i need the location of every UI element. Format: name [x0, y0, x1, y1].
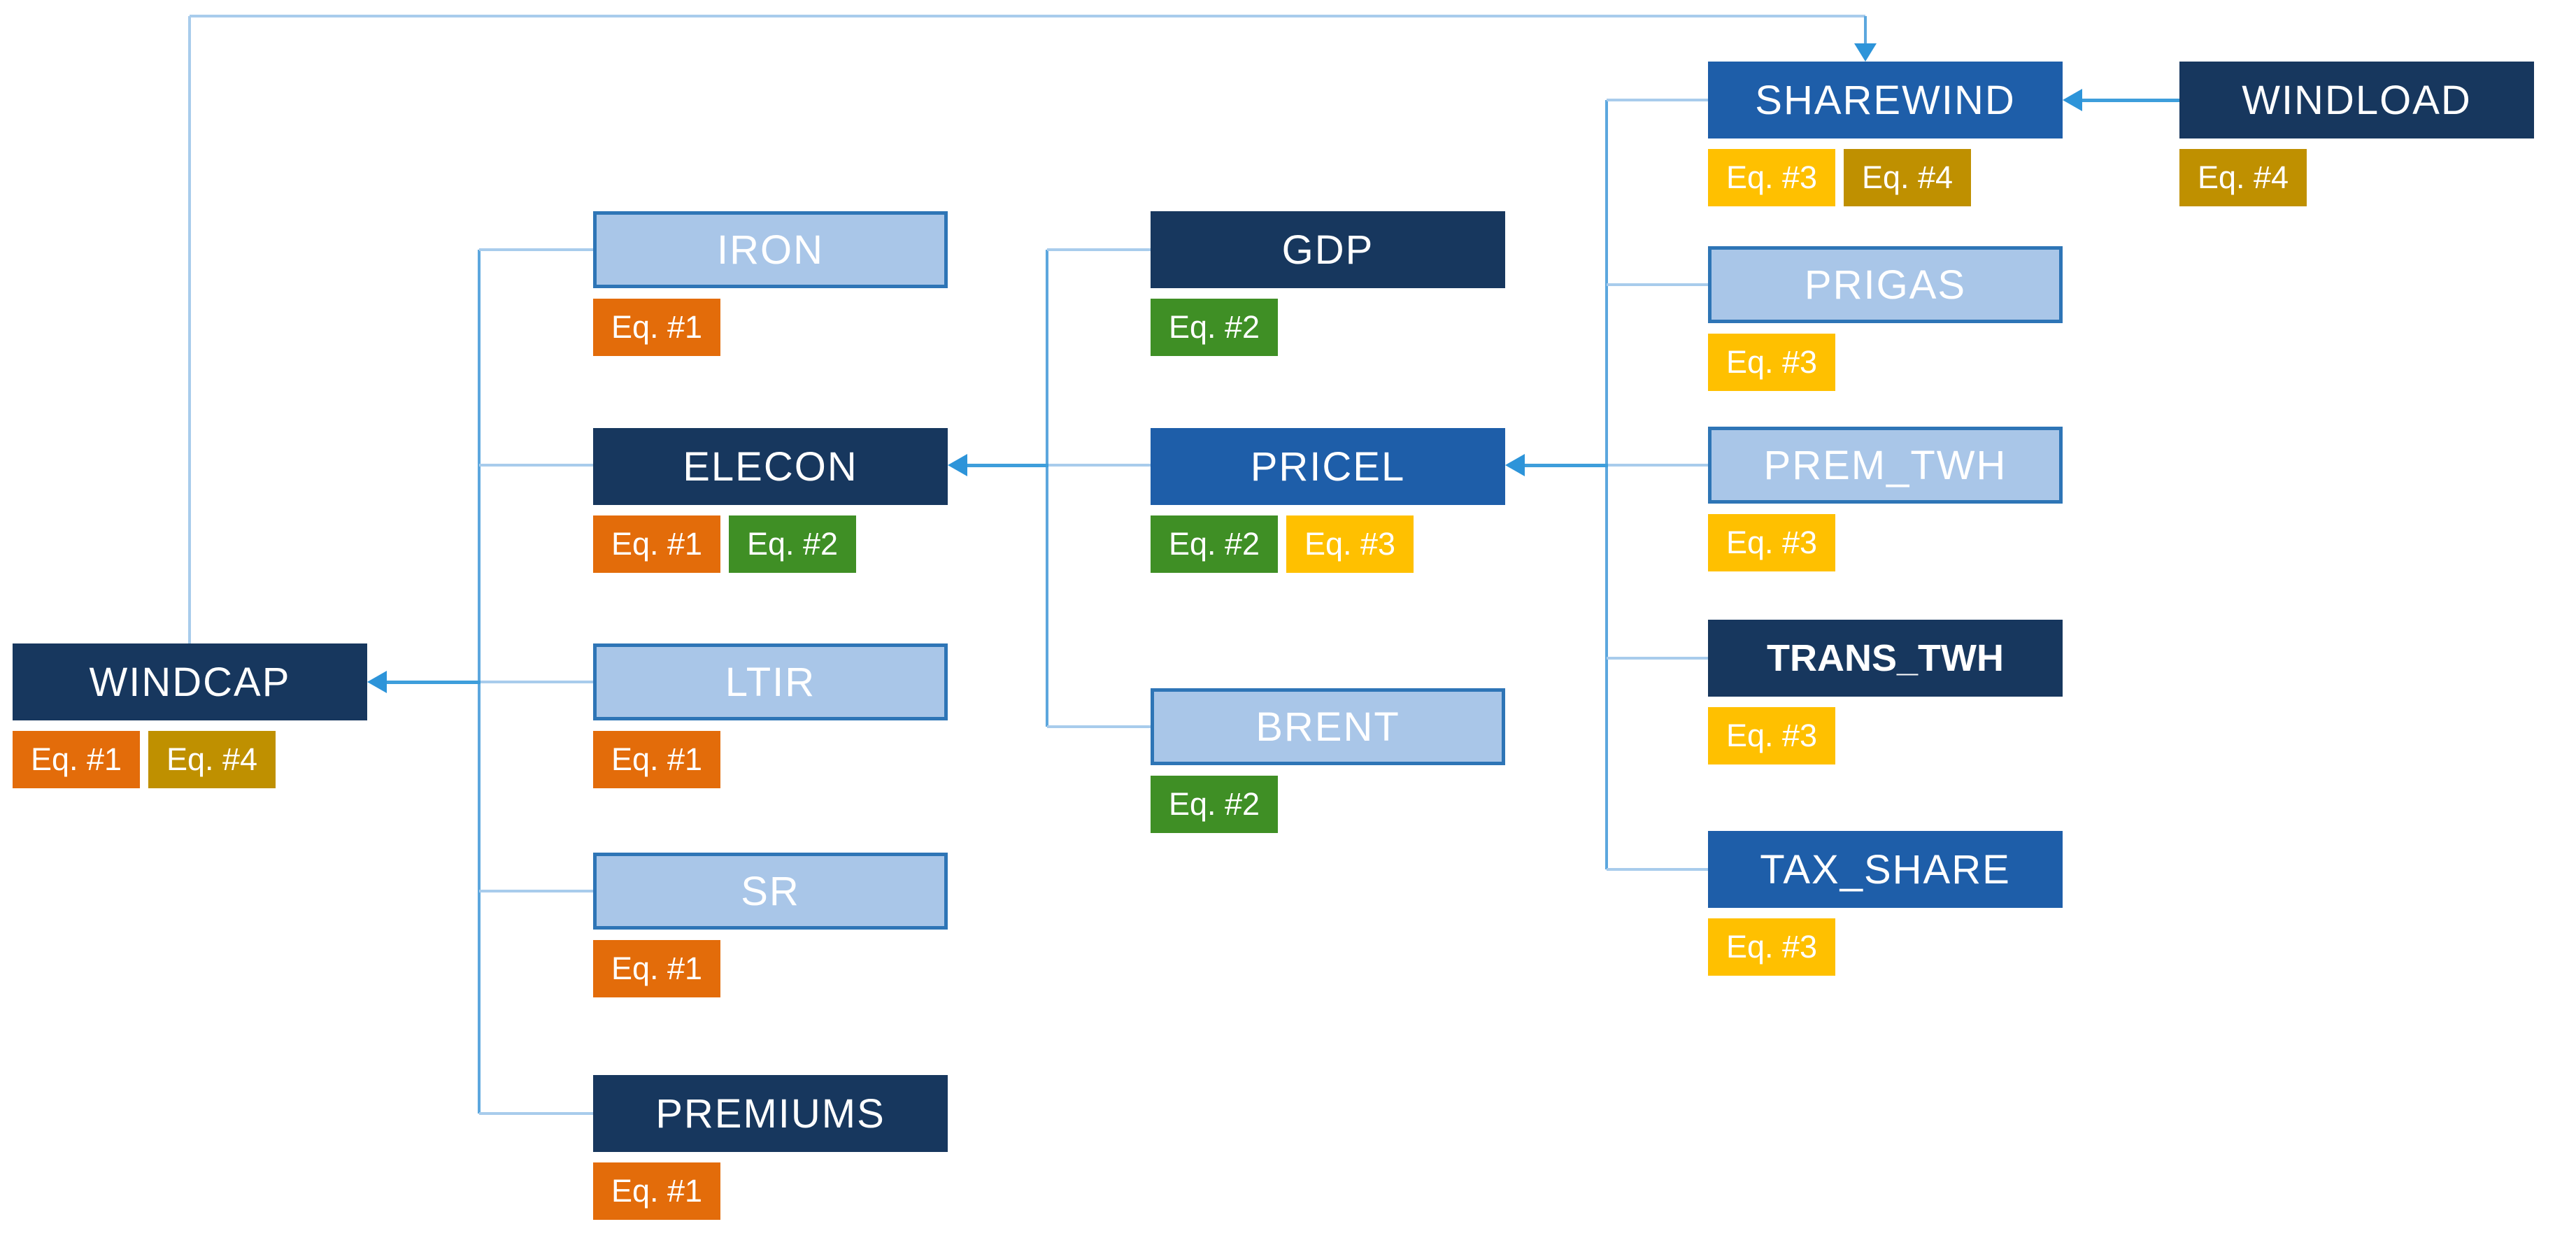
eq-tag: Eq. #4 — [148, 731, 276, 788]
eq-tag: Eq. #1 — [593, 1162, 720, 1220]
eq-tags-prigas: Eq. #3 — [1708, 334, 1835, 391]
arrowhead-icon — [367, 671, 387, 693]
node-brent: BRENT — [1151, 688, 1505, 765]
eq-tags-tax_share: Eq. #3 — [1708, 918, 1835, 976]
eq-tag: Eq. #3 — [1708, 918, 1835, 976]
arrowhead-icon — [1505, 454, 1525, 476]
eq-tags-ltir: Eq. #1 — [593, 731, 720, 788]
arrowhead-icon — [948, 454, 967, 476]
connector-line — [967, 463, 1048, 467]
connector-line — [1864, 16, 1867, 45]
node-premiums: PREMIUMS — [593, 1075, 948, 1152]
eq-tag: Eq. #2 — [1151, 515, 1278, 573]
connector-line — [479, 1112, 593, 1115]
eq-tags-windload: Eq. #4 — [2179, 149, 2307, 206]
node-sr: SR — [593, 853, 948, 930]
connector-line — [1607, 657, 1708, 660]
eq-tag: Eq. #3 — [1708, 514, 1835, 571]
arrowhead-icon — [2063, 89, 2082, 111]
eq-tag: Eq. #2 — [1151, 299, 1278, 356]
node-windcap: WINDCAP — [13, 643, 367, 720]
connector-line — [1605, 100, 1608, 869]
connector-line — [479, 248, 593, 251]
node-label-tax_share: TAX_SHARE — [1760, 846, 2011, 892]
eq-tag: Eq. #1 — [593, 940, 720, 997]
node-label-windcap: WINDCAP — [89, 659, 291, 705]
connector-line — [1047, 248, 1151, 251]
connector-line — [1607, 99, 1708, 101]
eq-tags-elecon: Eq. #1 Eq. #2 — [593, 515, 856, 573]
node-label-elecon: ELECON — [683, 443, 858, 490]
node-label-brent: BRENT — [1255, 704, 1400, 750]
node-label-premiums: PREMIUMS — [655, 1090, 885, 1137]
node-label-ltir: LTIR — [725, 659, 816, 705]
arrowhead-icon — [1854, 43, 1877, 62]
connector-line — [190, 15, 1865, 17]
eq-tag: Eq. #1 — [593, 731, 720, 788]
node-label-gdp: GDP — [1281, 227, 1374, 273]
eq-tag: Eq. #2 — [1151, 776, 1278, 833]
node-prem_twh: PREM_TWH — [1708, 427, 2063, 504]
eq-tag: Eq. #1 — [593, 299, 720, 356]
eq-tag: Eq. #4 — [2179, 149, 2307, 206]
connector-line — [387, 680, 481, 684]
connector-line — [479, 464, 593, 467]
connector-line — [1607, 868, 1708, 871]
eq-tags-sr: Eq. #1 — [593, 940, 720, 997]
connector-line — [1047, 725, 1151, 728]
eq-tags-pricel: Eq. #2 Eq. #3 — [1151, 515, 1414, 573]
connector-line — [1607, 283, 1708, 286]
node-label-iron: IRON — [717, 227, 824, 273]
node-tax_share: TAX_SHARE — [1708, 831, 2063, 908]
eq-tag: Eq. #1 — [593, 515, 720, 573]
connector-line — [2082, 98, 2179, 102]
node-label-sharewind: SHAREWIND — [1755, 77, 2016, 123]
eq-tags-prem_twh: Eq. #3 — [1708, 514, 1835, 571]
eq-tag: Eq. #3 — [1708, 334, 1835, 391]
eq-tags-windcap: Eq. #1 Eq. #4 — [13, 731, 276, 788]
connector-line — [1607, 464, 1708, 467]
connector-line — [188, 16, 191, 643]
node-iron: IRON — [593, 211, 948, 288]
eq-tags-brent: Eq. #2 — [1151, 776, 1278, 833]
node-sharewind: SHAREWIND — [1708, 62, 2063, 138]
eq-tags-sharewind: Eq. #3 Eq. #4 — [1708, 149, 1971, 206]
node-ltir: LTIR — [593, 643, 948, 720]
node-label-windload: WINDLOAD — [2242, 77, 2472, 123]
eq-tags-trans_twh: Eq. #3 — [1708, 707, 1835, 764]
node-label-prigas: PRIGAS — [1804, 262, 1967, 308]
eq-tags-premiums: Eq. #1 — [593, 1162, 720, 1220]
node-gdp: GDP — [1151, 211, 1505, 288]
connector-line — [1046, 250, 1048, 727]
eq-tag: Eq. #3 — [1286, 515, 1414, 573]
node-label-pricel: PRICEL — [1250, 443, 1406, 490]
node-elecon: ELECON — [593, 428, 948, 505]
node-trans_twh: TRANS_TWH — [1708, 620, 2063, 697]
eq-tag: Eq. #4 — [1844, 149, 1971, 206]
eq-tag: Eq. #2 — [729, 515, 856, 573]
connector-line — [1047, 464, 1151, 467]
node-prigas: PRIGAS — [1708, 246, 2063, 323]
eq-tag: Eq. #3 — [1708, 707, 1835, 764]
eq-tag: Eq. #1 — [13, 731, 140, 788]
eq-tag: Eq. #3 — [1708, 149, 1835, 206]
node-pricel: PRICEL — [1151, 428, 1505, 505]
eq-tags-iron: Eq. #1 — [593, 299, 720, 356]
node-windload: WINDLOAD — [2179, 62, 2534, 138]
connector-line — [1525, 463, 1608, 467]
connector-line — [479, 890, 593, 892]
node-label-trans_twh: TRANS_TWH — [1767, 637, 2004, 679]
node-label-prem_twh: PREM_TWH — [1763, 442, 2007, 488]
node-label-sr: SR — [741, 868, 800, 914]
eq-tags-gdp: Eq. #2 — [1151, 299, 1278, 356]
connector-line — [479, 681, 593, 683]
